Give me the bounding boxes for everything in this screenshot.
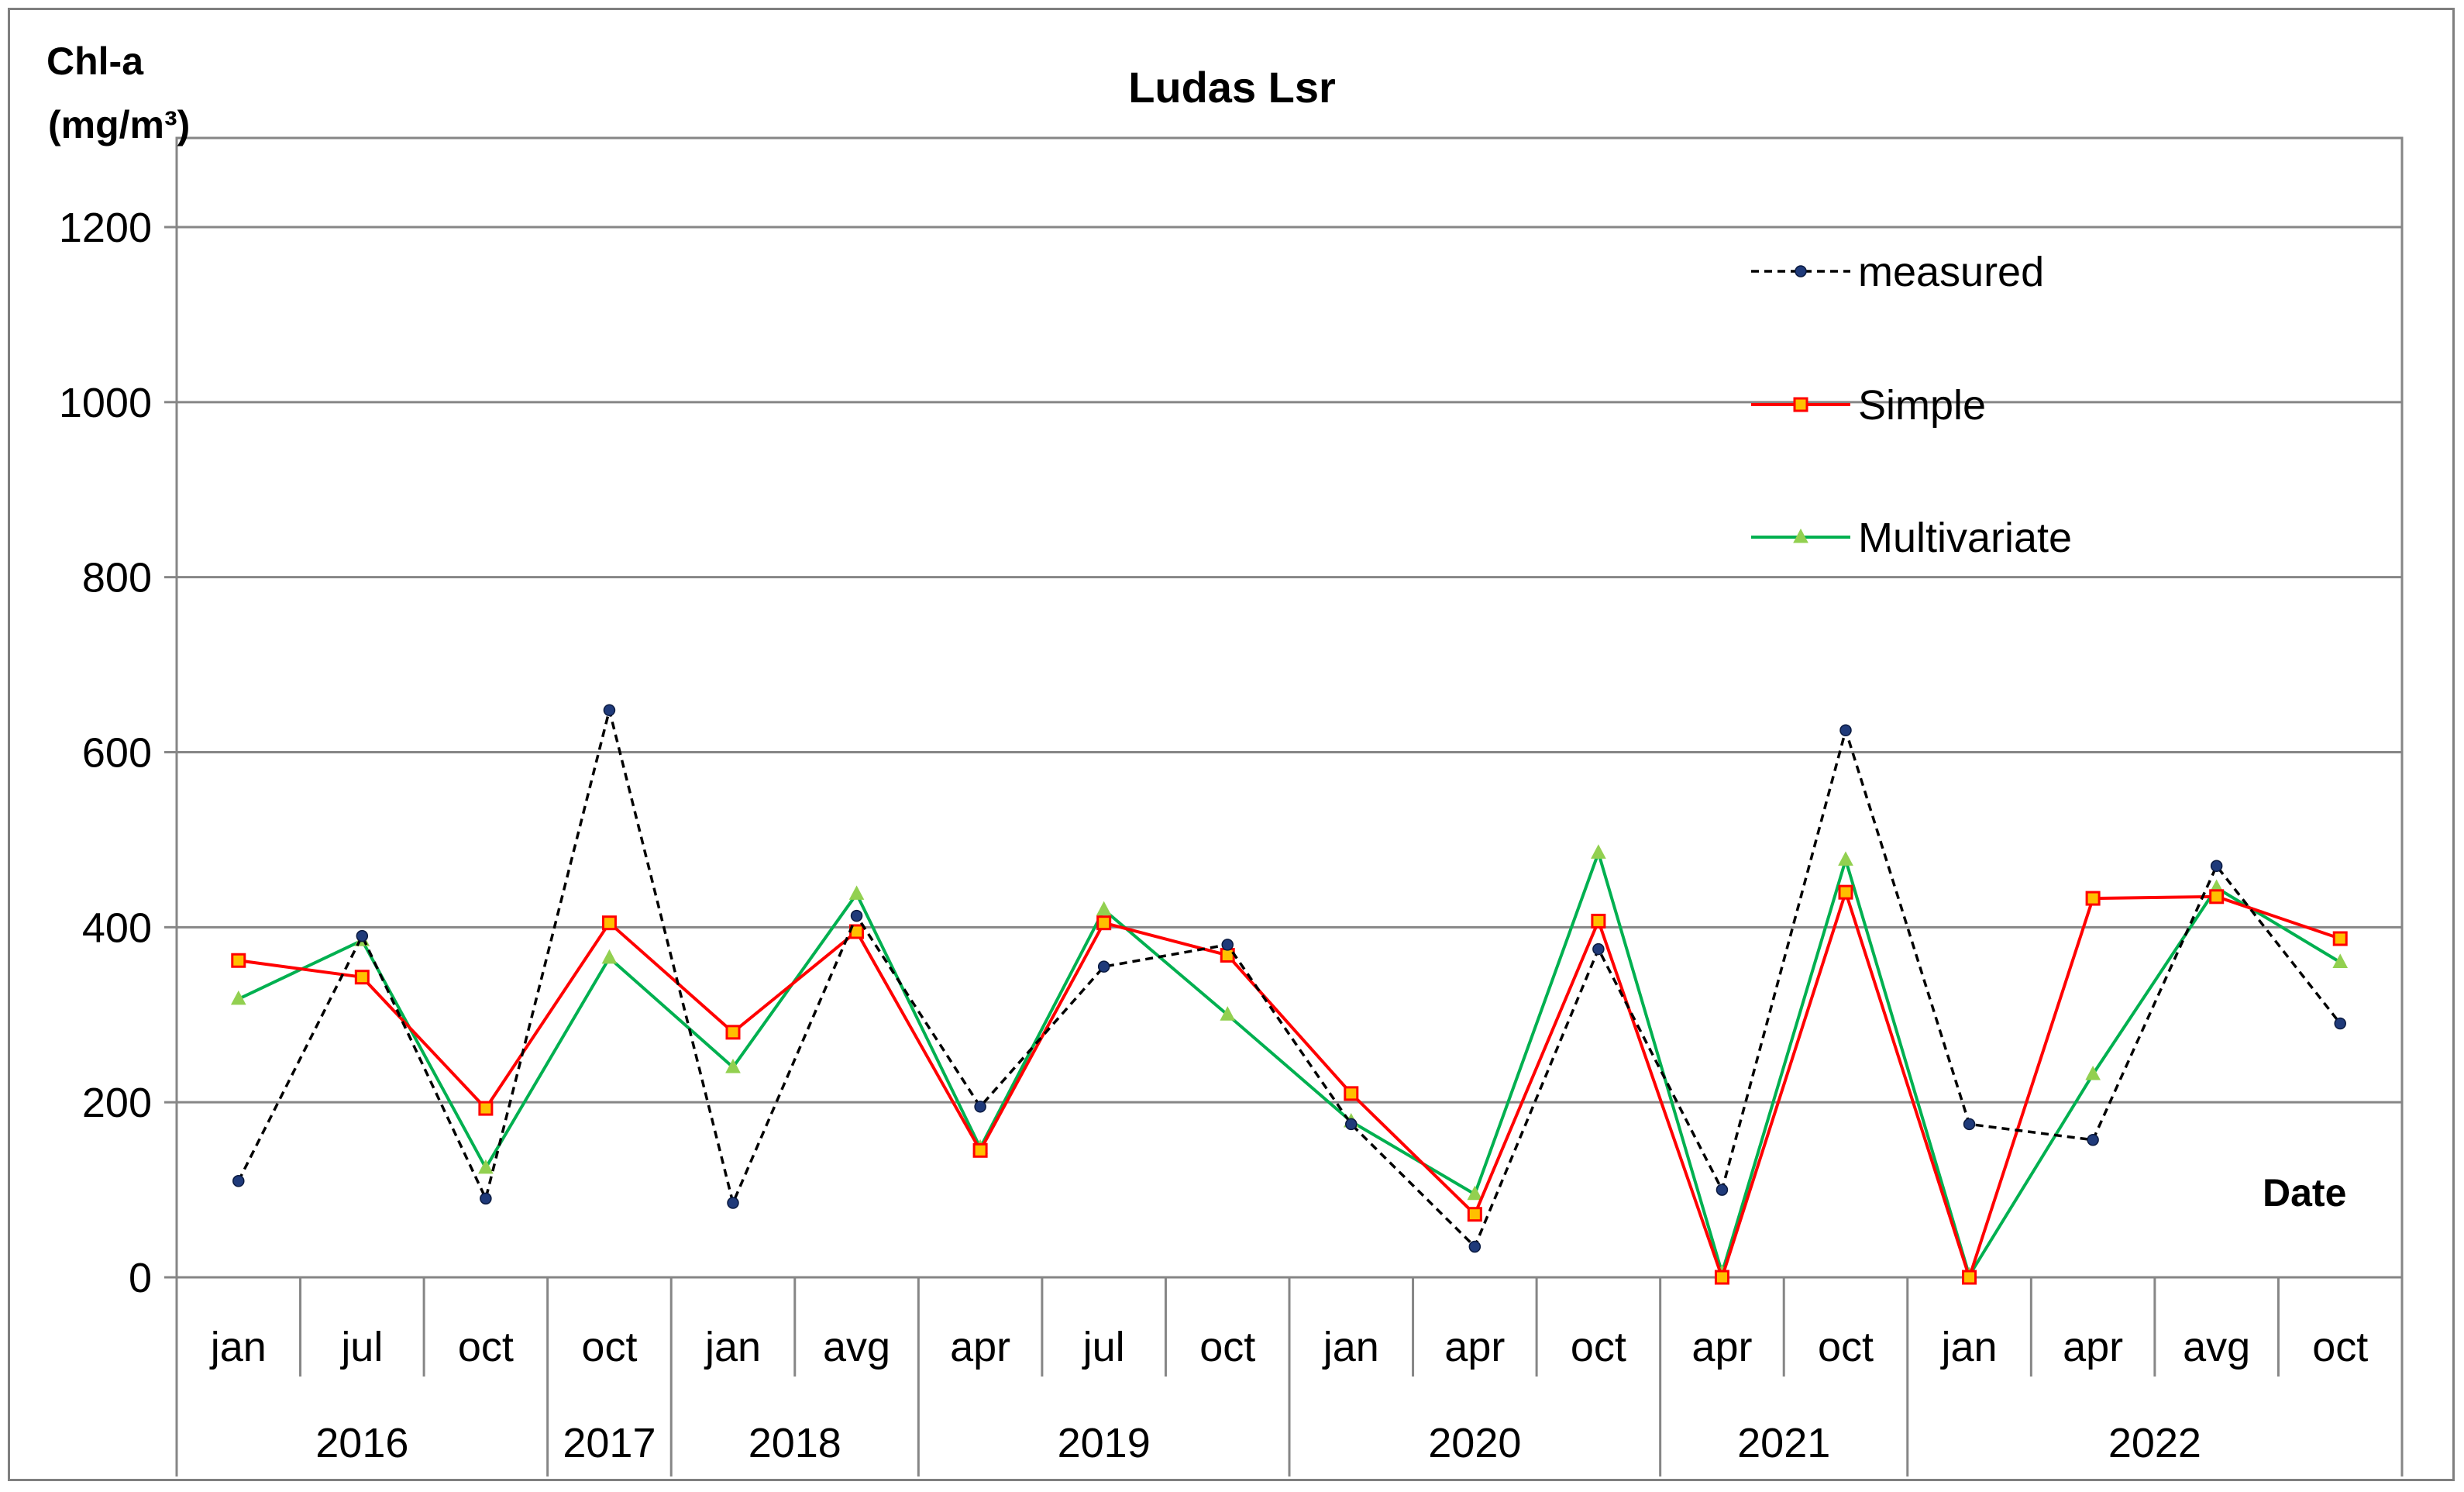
- data-point-simple: [2209, 889, 2225, 905]
- legend-item-measured: measured: [1751, 249, 2044, 295]
- legend-label: Simple: [1858, 382, 1986, 429]
- legend-item-simple: Simple: [1751, 382, 1986, 429]
- x-tick-label: jan: [209, 1324, 267, 1370]
- legend-marker: [1793, 528, 1808, 543]
- data-point-measured: [603, 704, 616, 717]
- y-tick-label: 1000: [59, 380, 152, 426]
- data-point-simple: [725, 1025, 741, 1040]
- y-tick-label: 600: [82, 730, 152, 777]
- data-point-measured: [1963, 1118, 1976, 1131]
- data-point-simple: [1344, 1086, 1359, 1101]
- data-point-multivariate: [1220, 1006, 1236, 1021]
- year-label: 2019: [1058, 1420, 1151, 1466]
- data-point-measured: [1839, 724, 1852, 737]
- year-label: 2016: [315, 1420, 408, 1466]
- data-point-multivariate: [1467, 1185, 1483, 1201]
- data-point-simple: [1591, 913, 1606, 929]
- data-point-measured: [974, 1101, 986, 1113]
- data-point-simple: [1096, 915, 1112, 931]
- legend-label: measured: [1858, 249, 2044, 295]
- data-point-measured: [1221, 939, 1234, 951]
- data-point-multivariate: [230, 990, 246, 1005]
- year-label: 2017: [563, 1420, 656, 1466]
- x-tick-label: jan: [704, 1324, 761, 1370]
- x-tick-label: oct: [2312, 1324, 2368, 1370]
- x-tick-label: apr: [1444, 1324, 1505, 1370]
- x-tick-label: jan: [1940, 1324, 1998, 1370]
- series-line-measured: [237, 708, 2342, 1249]
- legend-marker: [1793, 397, 1808, 412]
- data-point-measured: [727, 1197, 739, 1209]
- data-point-multivariate: [725, 1058, 741, 1073]
- plot-area: [175, 136, 2404, 1279]
- data-point-measured: [2210, 860, 2223, 873]
- data-point-simple: [1467, 1207, 1482, 1222]
- data-point-measured: [480, 1192, 492, 1205]
- data-point-multivariate: [478, 1159, 494, 1174]
- y-axis-label-line1: Chl-a: [46, 40, 143, 83]
- legend-marker: [1795, 265, 1807, 277]
- y-tick-label: 0: [129, 1255, 152, 1301]
- data-point-simple: [2085, 891, 2101, 906]
- data-point-simple: [478, 1101, 494, 1116]
- data-point-measured: [1592, 942, 1605, 956]
- x-tick-label: apr: [950, 1324, 1010, 1370]
- data-point-measured: [2334, 1017, 2346, 1030]
- data-point-multivariate: [2085, 1065, 2101, 1080]
- data-point-simple: [2332, 931, 2348, 946]
- x-tick-label: oct: [1818, 1324, 1874, 1370]
- y-tick-label: 400: [82, 905, 152, 951]
- y-axis-label-line2: (mg/m³): [48, 103, 191, 146]
- series-line-multivariate: [237, 851, 2342, 1277]
- x-tick-label: apr: [1691, 1324, 1752, 1370]
- y-tick-label: 800: [82, 555, 152, 601]
- year-label: 2022: [2108, 1420, 2201, 1466]
- x-axis-label: Date: [2263, 1171, 2347, 1215]
- data-point-simple: [601, 915, 617, 931]
- data-point-simple: [354, 970, 370, 985]
- data-point-measured: [850, 909, 863, 922]
- year-label: 2018: [748, 1420, 841, 1466]
- data-point-multivariate: [601, 949, 618, 964]
- x-tick-label: oct: [458, 1324, 514, 1370]
- x-tick-label: oct: [1571, 1324, 1626, 1370]
- x-tick-label: jan: [1322, 1324, 1379, 1370]
- year-label: 2020: [1428, 1420, 1521, 1466]
- data-point-measured: [1716, 1184, 1729, 1196]
- x-tick-label: oct: [581, 1324, 637, 1370]
- data-point-simple: [1220, 947, 1235, 963]
- data-point-multivariate: [2332, 953, 2349, 968]
- series-line-simple: [238, 891, 2341, 1279]
- data-point-measured: [356, 929, 369, 942]
- x-tick-label: jul: [339, 1324, 383, 1370]
- x-tick-label: avg: [823, 1324, 890, 1370]
- x-tick-label: oct: [1199, 1324, 1255, 1370]
- data-point-multivariate: [848, 885, 865, 900]
- data-point-measured: [1468, 1240, 1481, 1253]
- x-tick-label: apr: [2063, 1324, 2123, 1370]
- data-point-simple: [972, 1142, 988, 1158]
- year-label: 2021: [1737, 1420, 1830, 1466]
- data-point-multivariate: [1096, 901, 1112, 916]
- data-point-measured: [2087, 1133, 2099, 1146]
- legend-label: Multivariate: [1858, 515, 2072, 561]
- chart-title: Ludas Lsr: [1128, 63, 1336, 112]
- y-tick-label: 200: [82, 1080, 152, 1126]
- data-point-simple: [231, 953, 246, 968]
- y-tick-label: 1200: [59, 205, 152, 251]
- data-point-simple: [1714, 1270, 1729, 1285]
- data-point-simple: [1838, 884, 1853, 900]
- data-point-measured: [1097, 960, 1110, 973]
- data-point-measured: [232, 1175, 245, 1187]
- x-tick-label: jul: [1082, 1324, 1125, 1370]
- data-point-simple: [1962, 1270, 1977, 1285]
- data-point-multivariate: [1838, 851, 1853, 866]
- data-point-measured: [1345, 1118, 1358, 1131]
- data-point-multivariate: [1591, 844, 1606, 859]
- legend-item-multivariate: Multivariate: [1751, 515, 2072, 561]
- x-tick-label: avg: [2183, 1324, 2250, 1370]
